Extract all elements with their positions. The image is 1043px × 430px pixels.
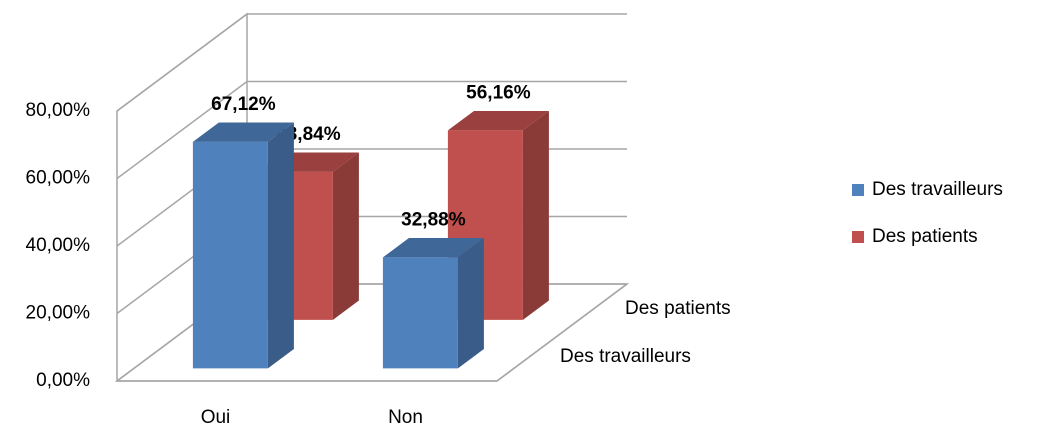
y-tick-label: 80,00% (26, 100, 91, 121)
bar-side (267, 122, 294, 369)
value-label: 56,16% (466, 82, 531, 103)
legend-label: Des patients (872, 226, 978, 247)
legend-label: Des travailleurs (872, 179, 1003, 200)
bar (382, 238, 484, 369)
value-label: 32,88% (401, 209, 466, 230)
bar-front (382, 257, 458, 369)
y-tick-label: 60,00% (26, 168, 91, 189)
grid-line (116, 13, 627, 112)
value-label: 67,12% (211, 94, 276, 115)
x-tick-label: Oui (201, 407, 231, 428)
depth-axis (496, 283, 628, 382)
y-tick-label: 40,00% (26, 235, 91, 256)
bar (192, 122, 294, 369)
bar (447, 110, 549, 320)
depth-label: Des travailleurs (560, 346, 691, 367)
bar-front (192, 141, 268, 369)
grid-line (116, 80, 627, 180)
legend-swatch (852, 231, 864, 243)
bar-top (382, 238, 484, 258)
bar-top (192, 122, 294, 142)
depth-label: Des patients (625, 298, 731, 319)
bar-side (522, 110, 549, 320)
bar-side (332, 152, 359, 320)
bar-top (447, 110, 549, 131)
y-tick-label: 0,00% (36, 370, 90, 391)
bar-side (457, 238, 484, 369)
y-tick-label: 20,00% (26, 303, 91, 324)
legend-swatch (852, 184, 864, 196)
x-tick-label: Non (388, 407, 423, 428)
